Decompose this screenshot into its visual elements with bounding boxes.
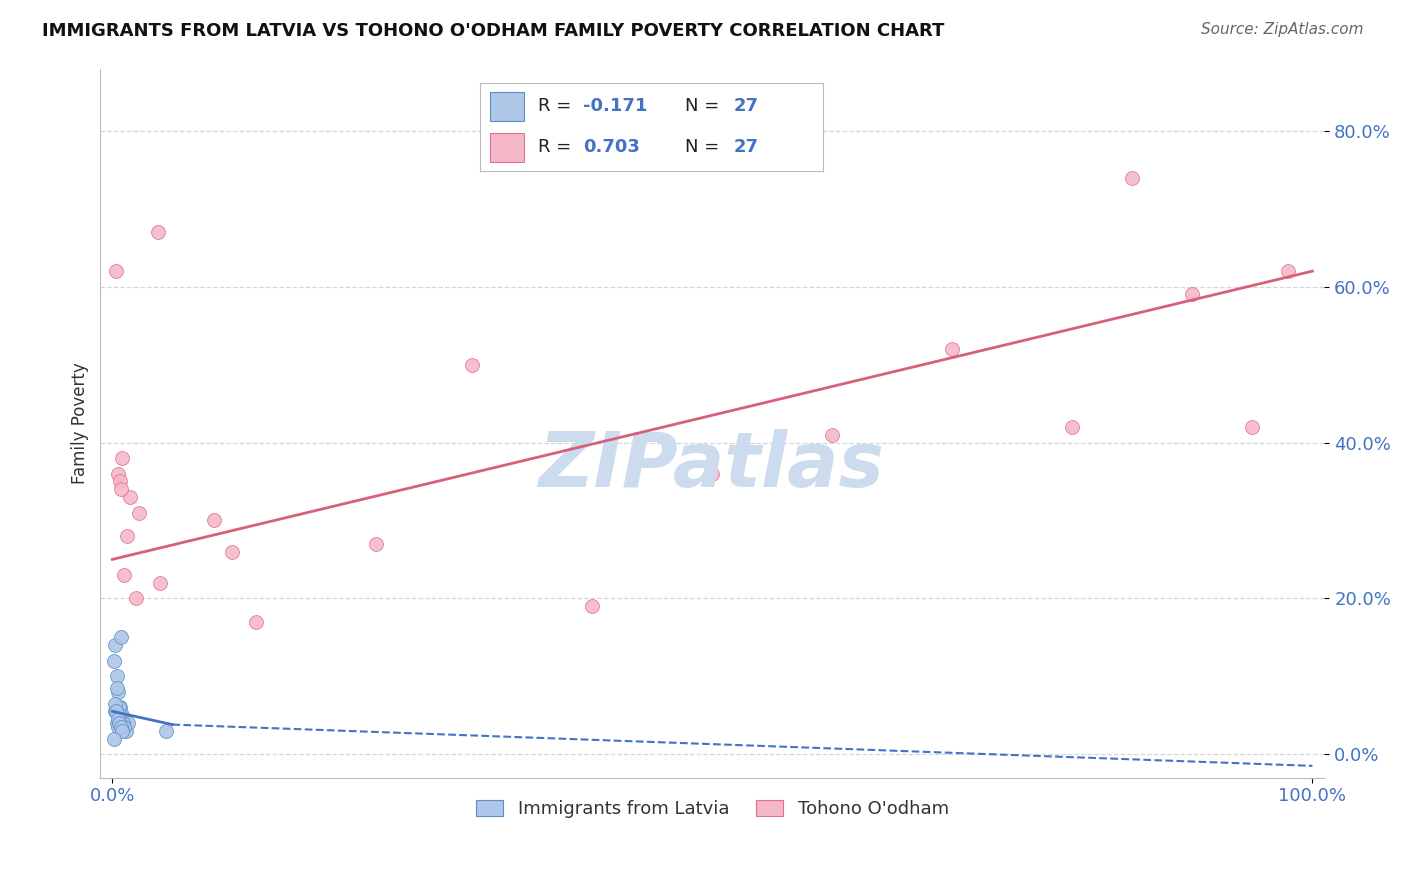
Point	[104, 264, 127, 278]
Point	[108, 700, 131, 714]
Point	[108, 475, 131, 489]
Point	[146, 225, 169, 239]
Point	[1241, 420, 1264, 434]
Point	[108, 700, 131, 714]
Point	[1062, 420, 1084, 434]
Point	[110, 630, 132, 644]
Point	[581, 599, 603, 614]
Point	[149, 575, 172, 590]
Point	[103, 731, 125, 746]
Point	[366, 537, 388, 551]
Point	[107, 685, 129, 699]
Point	[761, 131, 783, 145]
Point	[155, 723, 177, 738]
Point	[104, 638, 127, 652]
Point	[245, 615, 267, 629]
Point	[111, 708, 134, 723]
Point	[105, 716, 128, 731]
Point	[1277, 264, 1299, 278]
Point	[941, 342, 963, 356]
Point	[1121, 170, 1143, 185]
Point	[125, 591, 148, 606]
Point	[115, 529, 138, 543]
Point	[1181, 287, 1204, 301]
Point	[112, 716, 135, 731]
Point	[110, 483, 132, 497]
Point	[221, 544, 243, 558]
Point	[110, 720, 132, 734]
Point	[104, 704, 127, 718]
Legend: Immigrants from Latvia, Tohono O'odham: Immigrants from Latvia, Tohono O'odham	[468, 793, 956, 825]
Point	[117, 716, 139, 731]
Point	[120, 490, 142, 504]
Text: ZIPatlas: ZIPatlas	[540, 428, 886, 502]
Point	[103, 654, 125, 668]
Point	[110, 712, 132, 726]
Point	[202, 513, 225, 527]
Point	[461, 358, 484, 372]
Point	[105, 681, 128, 695]
Point	[103, 697, 125, 711]
Point	[111, 716, 134, 731]
Point	[108, 708, 131, 723]
Point	[107, 467, 129, 481]
Point	[104, 704, 127, 718]
Text: IMMIGRANTS FROM LATVIA VS TOHONO O'ODHAM FAMILY POVERTY CORRELATION CHART: IMMIGRANTS FROM LATVIA VS TOHONO O'ODHAM…	[42, 22, 945, 40]
Text: Source: ZipAtlas.com: Source: ZipAtlas.com	[1201, 22, 1364, 37]
Point	[112, 720, 135, 734]
Point	[107, 720, 129, 734]
Point	[821, 427, 844, 442]
Point	[111, 723, 134, 738]
Point	[702, 467, 724, 481]
Point	[128, 506, 150, 520]
Point	[111, 451, 134, 466]
Point	[112, 568, 135, 582]
Point	[108, 716, 131, 731]
Point	[114, 723, 136, 738]
Point	[107, 712, 129, 726]
Point	[105, 669, 128, 683]
Y-axis label: Family Poverty: Family Poverty	[72, 362, 89, 484]
